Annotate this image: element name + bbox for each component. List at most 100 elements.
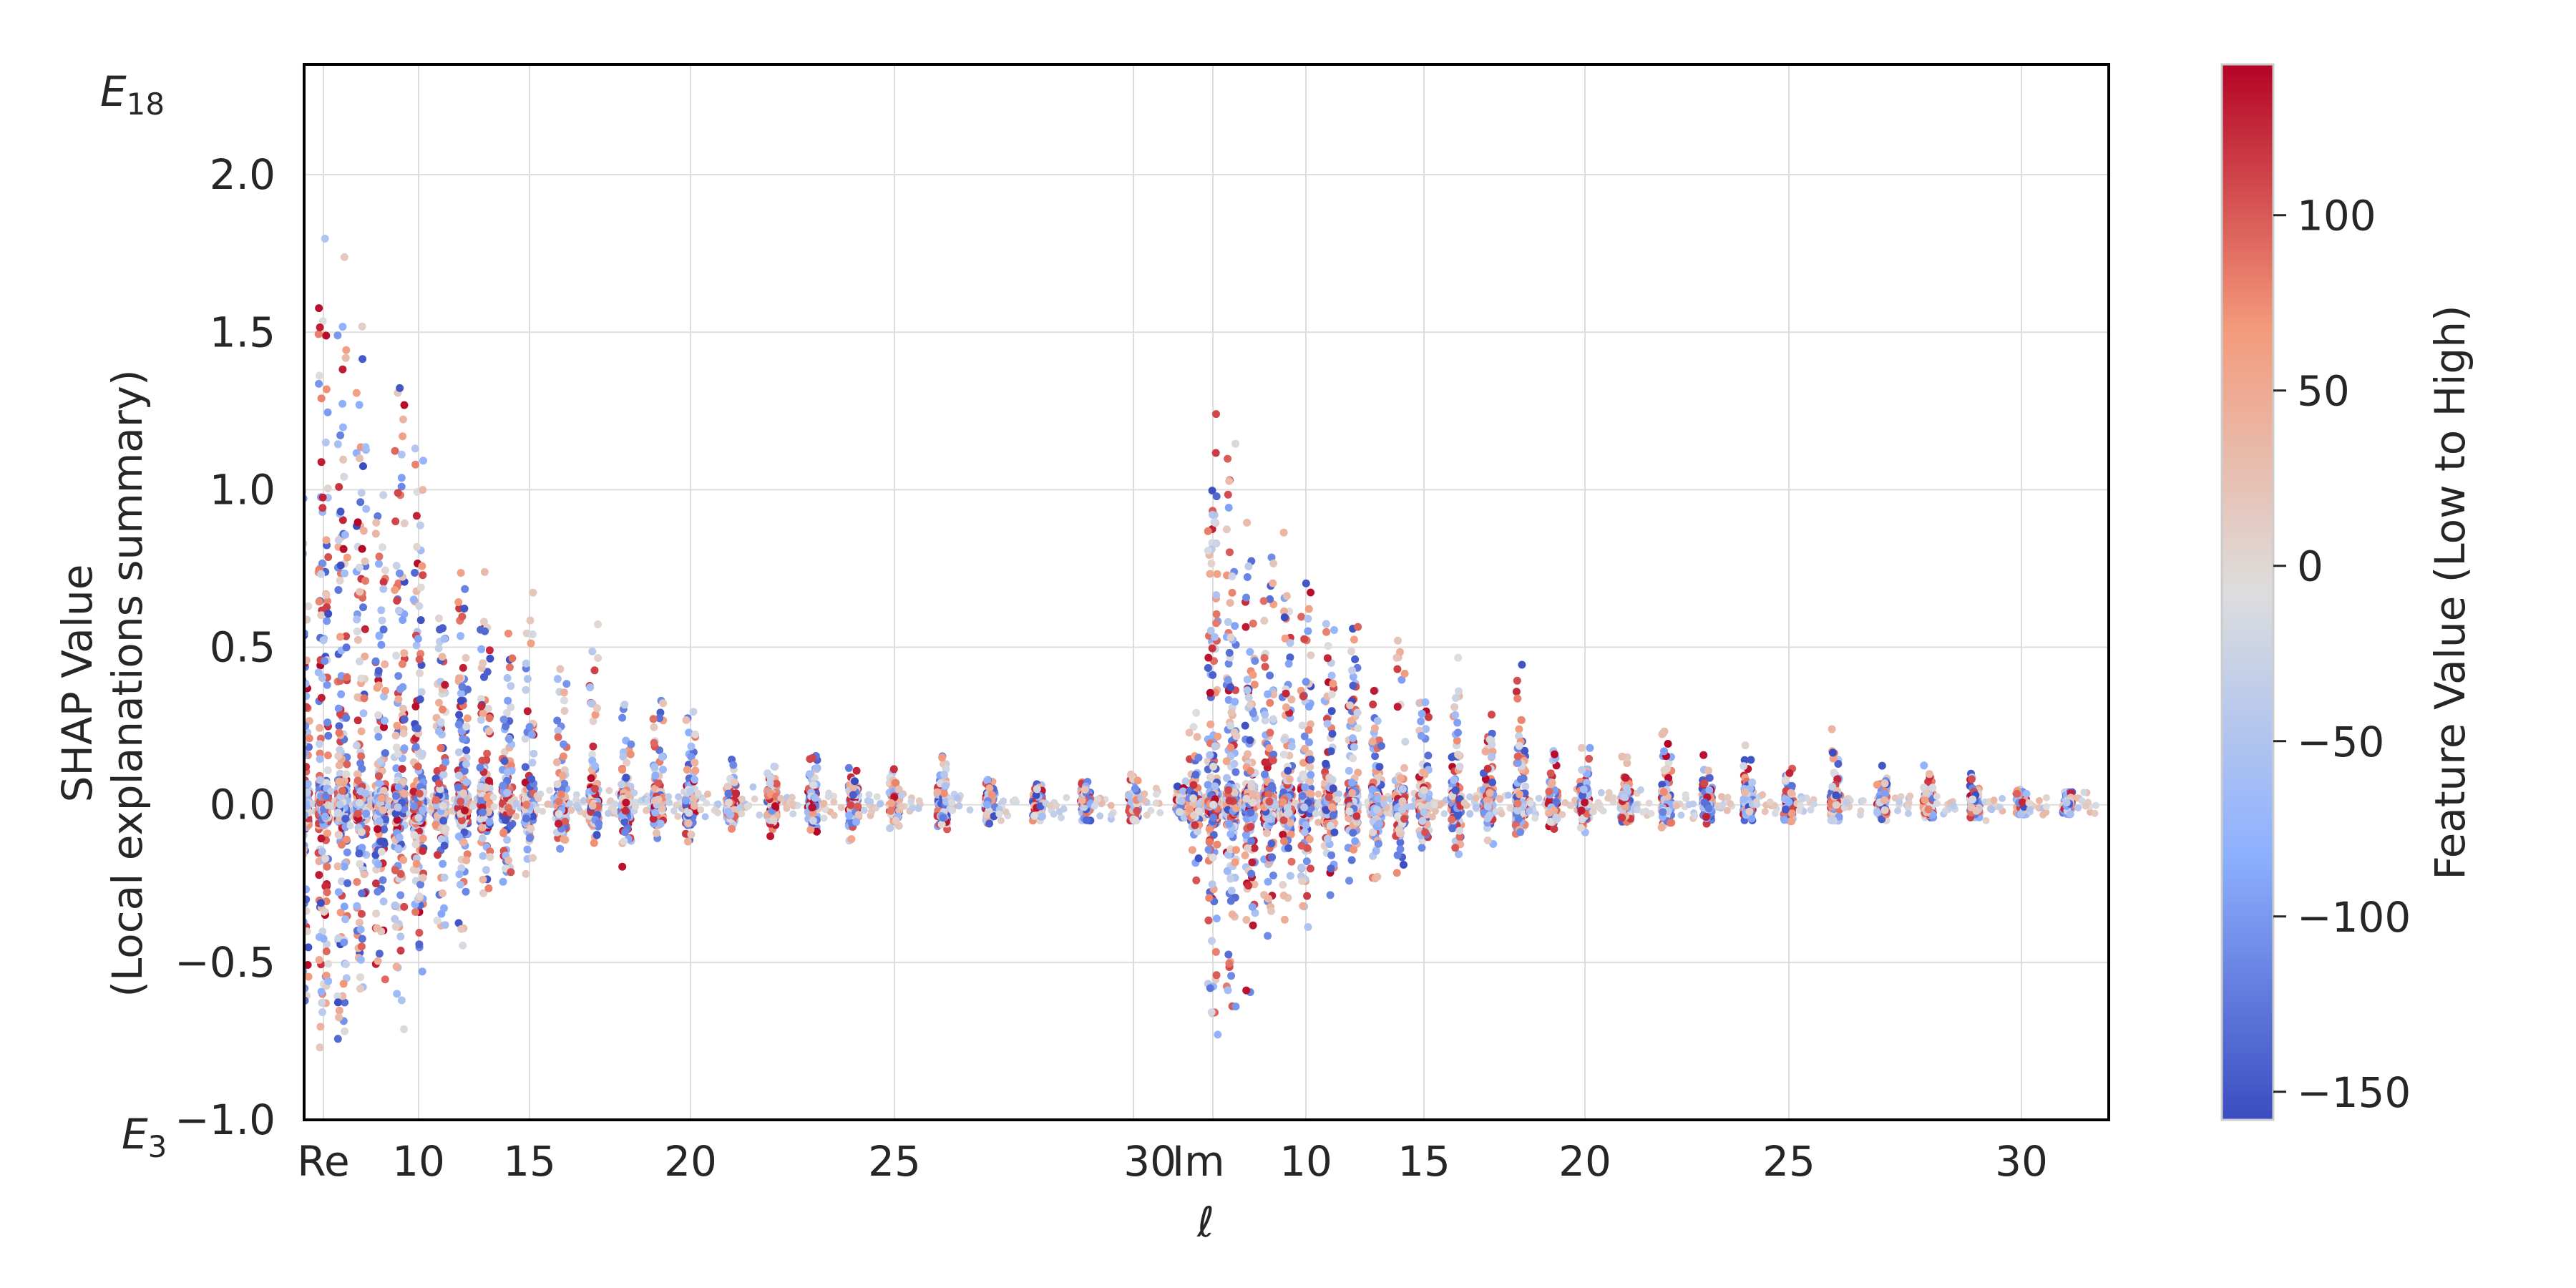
scatter-point	[355, 918, 364, 927]
scatter-point	[1046, 801, 1054, 809]
scatter-point	[1191, 821, 1199, 829]
scatter-point	[397, 996, 406, 1005]
scatter-point	[316, 799, 324, 807]
scatter-point	[304, 943, 313, 952]
scatter-point	[556, 844, 565, 853]
scatter-point	[505, 663, 514, 672]
scatter-point	[361, 577, 370, 585]
scatter-point	[1213, 570, 1221, 578]
scatter-point	[414, 724, 422, 733]
scatter-point	[621, 806, 630, 815]
scatter-point	[333, 1035, 342, 1043]
scatter-point	[377, 847, 386, 856]
scatter-point	[477, 782, 485, 791]
scatter-point	[590, 839, 598, 847]
scatter-point	[394, 803, 402, 811]
scatter-point	[1228, 588, 1236, 597]
scatter-point	[339, 455, 348, 464]
scatter-point	[704, 790, 711, 798]
scatter-point	[319, 935, 328, 943]
scatter-point	[1212, 539, 1221, 547]
scatter-point	[391, 447, 399, 455]
scatter-point	[659, 699, 668, 708]
scatter-point	[652, 829, 660, 837]
scatter-point	[304, 895, 311, 904]
scatter-point	[454, 721, 463, 729]
scatter-point	[682, 716, 691, 724]
scatter-point	[418, 562, 426, 570]
scatter-point	[340, 253, 348, 261]
scatter-point	[415, 655, 424, 663]
scatter-point	[1080, 785, 1089, 794]
scatter-point	[527, 639, 535, 648]
scatter-point	[454, 771, 463, 780]
scatter-point	[381, 660, 389, 668]
scatter-point	[355, 799, 364, 807]
scatter-point	[506, 821, 514, 830]
scatter-point	[560, 696, 568, 705]
scatter-point	[396, 569, 404, 577]
scatter-point	[480, 673, 488, 681]
scatter-point	[1208, 880, 1216, 889]
scatter-point	[399, 415, 407, 424]
scatter-point	[1192, 708, 1201, 717]
scatter-point	[338, 516, 347, 525]
scatter-point	[1108, 811, 1116, 819]
scatter-point	[478, 756, 487, 765]
scatter-point	[375, 631, 384, 640]
scatter-point	[907, 798, 915, 806]
scatter-point	[416, 695, 424, 703]
scatter-point	[522, 659, 530, 668]
scatter-point	[417, 688, 426, 696]
scatter-point	[355, 401, 364, 409]
scatter-point	[940, 789, 948, 798]
scatter-point	[982, 810, 991, 819]
scatter-point	[316, 740, 324, 748]
scatter-point	[849, 791, 857, 799]
scatter-point	[522, 814, 530, 823]
scatter-point	[485, 714, 494, 723]
scatter-point	[296, 801, 303, 809]
scatter-point	[338, 786, 346, 795]
scatter-point	[1227, 972, 1236, 980]
scatter-point	[353, 615, 361, 624]
scatter-point	[321, 812, 329, 821]
scatter-point	[789, 810, 797, 818]
scatter-point	[1204, 916, 1213, 924]
scatter-point	[357, 727, 366, 736]
scatter-point	[394, 750, 402, 758]
scatter-point	[1153, 791, 1160, 798]
scatter-point	[837, 804, 845, 811]
scatter-point	[766, 832, 775, 841]
scatter-point	[415, 789, 424, 798]
scatter-point	[399, 616, 407, 624]
scatter-point	[436, 718, 445, 726]
scatter-point	[439, 706, 447, 714]
scatter-point	[459, 735, 467, 743]
scatter-point	[304, 961, 312, 969]
scatter-point	[335, 1006, 343, 1015]
scatter-point	[811, 794, 819, 802]
scatter-point	[723, 782, 732, 791]
scatter-point	[1212, 971, 1221, 980]
scatter-point	[335, 728, 343, 737]
scatter-point	[316, 323, 324, 331]
scatter-point	[623, 758, 631, 767]
scatter-point	[654, 795, 663, 804]
scatter-point	[1011, 796, 1019, 804]
scatter-point	[318, 493, 327, 502]
scatter-point	[353, 628, 361, 635]
scatter-point	[724, 789, 733, 798]
scatter-point	[394, 606, 403, 615]
scatter-point	[461, 585, 469, 593]
scatter-point	[1143, 811, 1151, 819]
scatter-point	[343, 848, 351, 857]
scatter-point	[460, 605, 469, 613]
scatter-point	[357, 489, 366, 497]
scatter-point	[886, 824, 894, 832]
scatter-point	[499, 716, 508, 723]
scatter-point	[462, 722, 471, 731]
scatter-point	[392, 562, 401, 570]
scatter-point	[830, 798, 838, 806]
scatter-point	[296, 799, 303, 807]
